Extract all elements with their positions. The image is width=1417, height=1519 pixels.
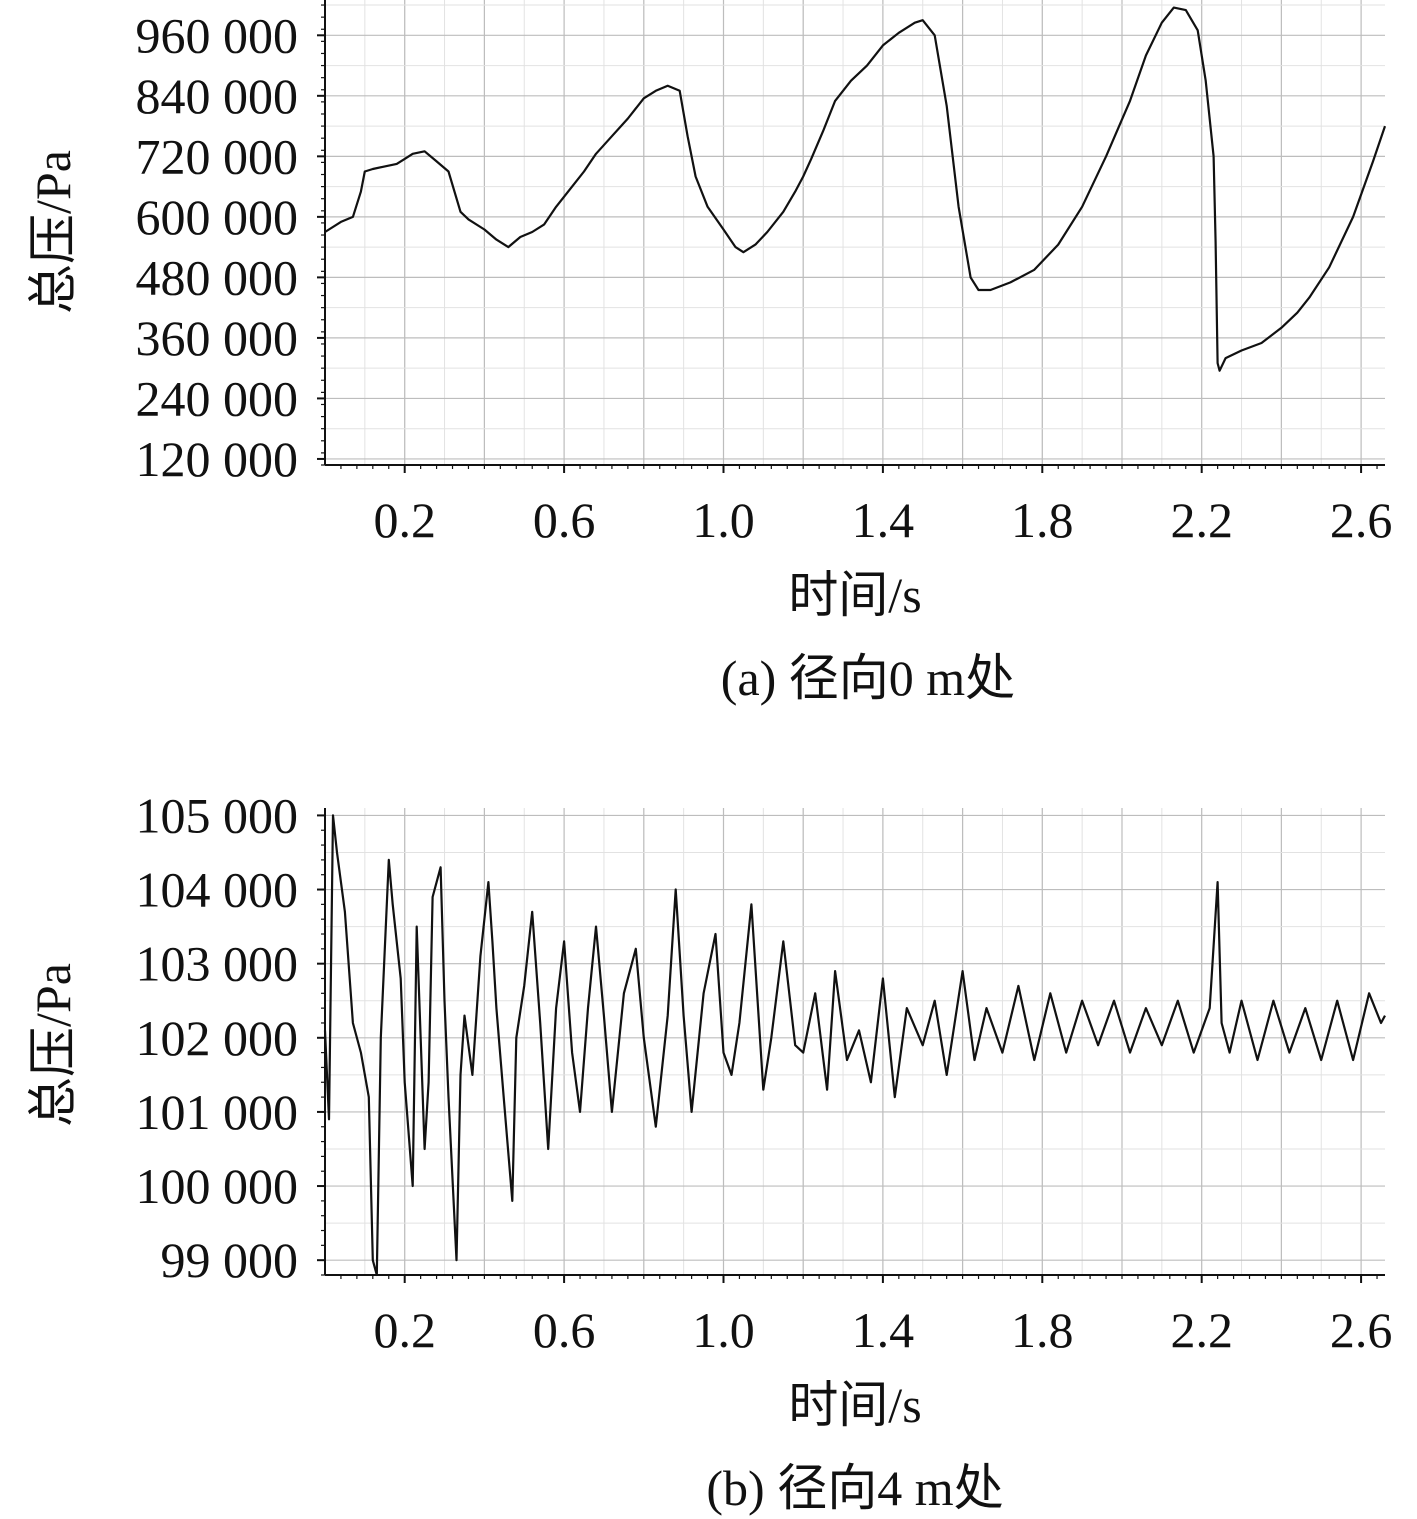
y-tick-label: 120 000 — [136, 431, 299, 487]
x-tick-label: 1.8 — [1011, 1302, 1074, 1358]
y-tick-label: 840 000 — [136, 68, 299, 124]
y-tick-label: 103 000 — [136, 936, 299, 992]
x-axis-title-a: 时间/s — [788, 567, 921, 623]
x-tick-label: 1.0 — [692, 1302, 755, 1358]
x-tick-label: 0.6 — [533, 492, 596, 548]
x-tick-label: 1.8 — [1011, 492, 1074, 548]
y-axis-title-b: 总压/Pa — [25, 963, 81, 1127]
ticks-b: 99 000 100 000 101 000 102 000 103 000 104 00… — [136, 787, 1393, 1358]
x-tick-label: 0.2 — [373, 1302, 436, 1358]
x-tick-label: 1.4 — [852, 492, 915, 548]
x-axis-title-b: 时间/s — [788, 1377, 921, 1433]
x-tick-label: 1.4 — [852, 1302, 915, 1358]
y-tick-label: 240 000 — [136, 370, 299, 426]
y-tick-label: 360 000 — [136, 310, 299, 366]
x-tick-label: 2.2 — [1170, 1302, 1233, 1358]
y-tick-label: 600 000 — [136, 189, 299, 245]
x-tick-label: 0.6 — [533, 1302, 596, 1358]
x-tick-label: 2.6 — [1330, 1302, 1393, 1358]
y-tick-label: 100 000 — [136, 1158, 299, 1214]
y-tick-label: 104 000 — [136, 862, 299, 918]
x-tick-label: 0.2 — [373, 492, 436, 548]
panel-b: 99 000 100 000 101 000 102 000 103 000 104 00… — [25, 787, 1392, 1516]
y-axis-title-a: 总压/Pa — [25, 150, 81, 314]
grid-a — [325, 0, 1385, 465]
series-line-a — [324, 6, 1387, 372]
series-line-b — [323, 814, 1386, 1277]
caption-b: (b) 径向4 m处 — [706, 1460, 1003, 1516]
y-tick-label: 105 000 — [136, 787, 299, 843]
caption-a: (a) 径向0 m处 — [721, 650, 1015, 706]
x-tick-label: 2.2 — [1170, 492, 1233, 548]
y-tick-label: 99 000 — [161, 1232, 299, 1288]
x-tick-label: 1.0 — [692, 492, 755, 548]
x-tick-label: 2.6 — [1330, 492, 1393, 548]
y-tick-label: 960 000 — [136, 7, 299, 63]
grid-b — [325, 808, 1385, 1275]
y-tick-label: 720 000 — [136, 128, 299, 184]
y-tick-label: 102 000 — [136, 1010, 299, 1066]
y-tick-label: 101 000 — [136, 1084, 299, 1140]
y-tick-label: 480 000 — [136, 249, 299, 305]
